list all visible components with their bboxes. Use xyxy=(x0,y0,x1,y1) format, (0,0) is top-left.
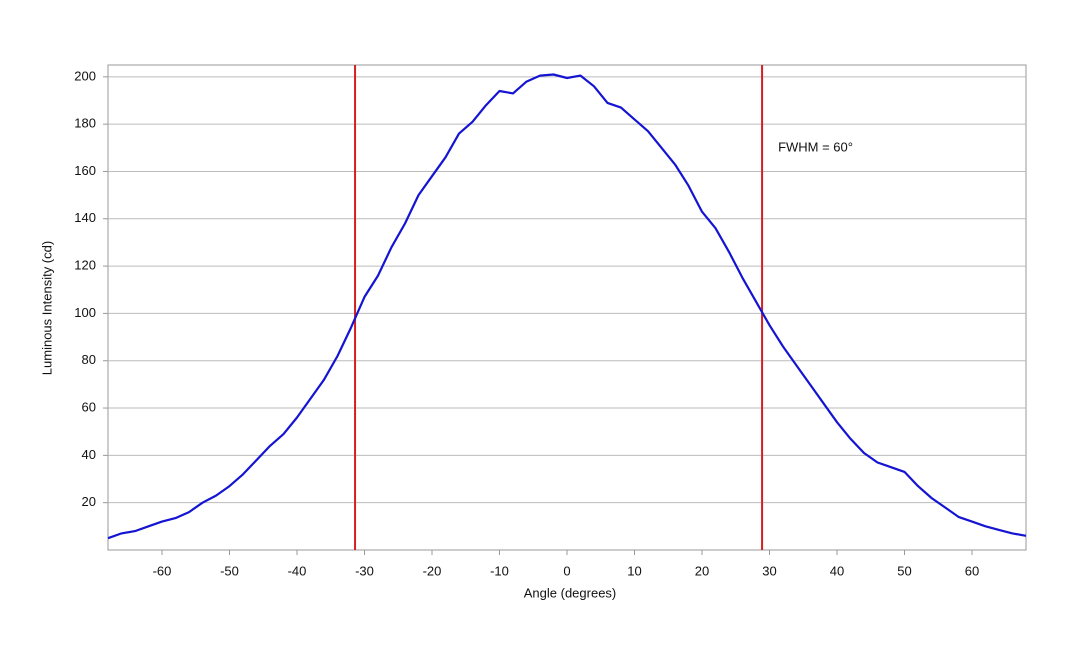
x-tick-label: 30 xyxy=(762,563,776,578)
plot-area xyxy=(107,64,1027,551)
y-axis-label: Luminous Intensity (cd) xyxy=(39,241,54,375)
annotation: FWHM = 60° xyxy=(778,139,853,154)
y-tick-label: 40 xyxy=(82,447,96,462)
x-tick-label: -50 xyxy=(220,563,239,578)
y-tick-label: 60 xyxy=(82,399,96,414)
x-tick-label: 10 xyxy=(627,563,641,578)
x-tick-label: -30 xyxy=(355,563,374,578)
x-tick-label: -20 xyxy=(423,563,442,578)
x-tick-label: -40 xyxy=(288,563,307,578)
x-tick-label: 20 xyxy=(695,563,709,578)
y-tick-label: 120 xyxy=(74,258,96,273)
y-tick-label: 200 xyxy=(74,68,96,83)
y-tick-label: 140 xyxy=(74,210,96,225)
x-tick-label: 60 xyxy=(965,563,979,578)
y-tick-label: 100 xyxy=(74,305,96,320)
data-line xyxy=(107,73,1027,540)
x-axis-label: Angle (degrees) xyxy=(524,585,617,600)
x-tick-label: 40 xyxy=(830,563,844,578)
x-tick-label: 50 xyxy=(897,563,911,578)
y-tick-label: 160 xyxy=(74,163,96,178)
y-tick-label: 20 xyxy=(82,494,96,509)
x-tick-label: 0 xyxy=(563,563,570,578)
y-tick-label: 80 xyxy=(82,352,96,367)
x-tick-label: -10 xyxy=(490,563,509,578)
x-tick-label: -60 xyxy=(153,563,172,578)
y-tick-label: 180 xyxy=(74,116,96,131)
